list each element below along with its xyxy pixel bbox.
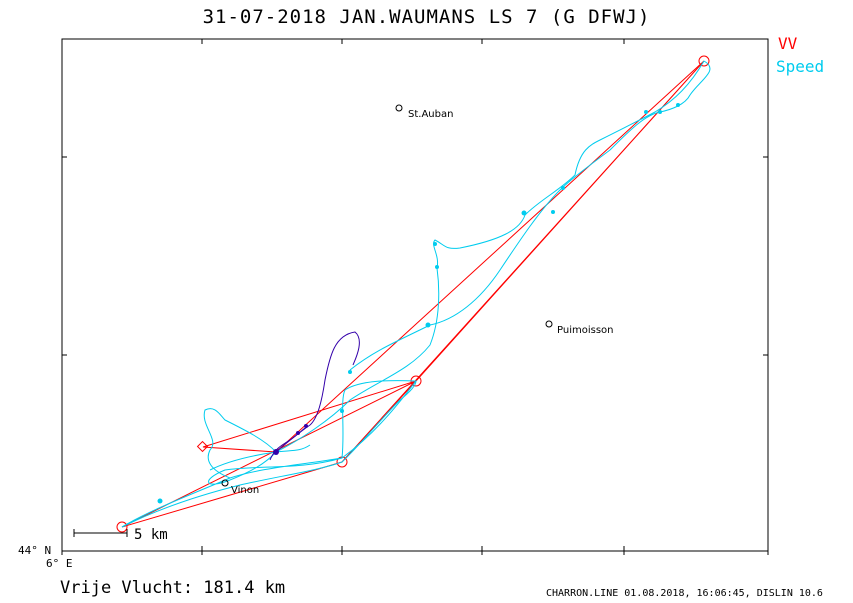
footer-credit: CHARRON.LINE 01.08.2018, 16:06:45, DISLI… [546, 588, 823, 599]
scale-label: 5 km [134, 527, 168, 543]
task-lines [121, 60, 705, 528]
legend-vv: VV [778, 34, 798, 53]
town-label: St.Auban [408, 109, 453, 120]
legend-speed: Speed [776, 57, 825, 76]
dark-track-markers [273, 424, 308, 455]
distance-label: Vrije Vlucht: 181.4 km [60, 578, 286, 598]
town-puimoisson: Puimoisson [545, 320, 613, 336]
flight-track [121, 60, 711, 528]
map-title: 31-07-2018 JAN.WAUMANS LS 7 (G DFWJ) [202, 6, 651, 28]
dark-track [269, 331, 360, 461]
map-frame [61, 38, 769, 552]
track-markers [157, 103, 680, 504]
town-vinon: Vinon [221, 479, 259, 496]
scale-bar: 5 km [73, 527, 168, 543]
town-label: Vinon [231, 485, 259, 496]
latitude-label: 44° N [18, 544, 52, 557]
town-label: Puimoisson [557, 325, 613, 336]
town-st-auban: St.Auban [395, 104, 453, 120]
axis-ticks [61, 39, 769, 555]
longitude-label: 6° E [46, 557, 73, 570]
turnpoint-markers [116, 55, 710, 533]
